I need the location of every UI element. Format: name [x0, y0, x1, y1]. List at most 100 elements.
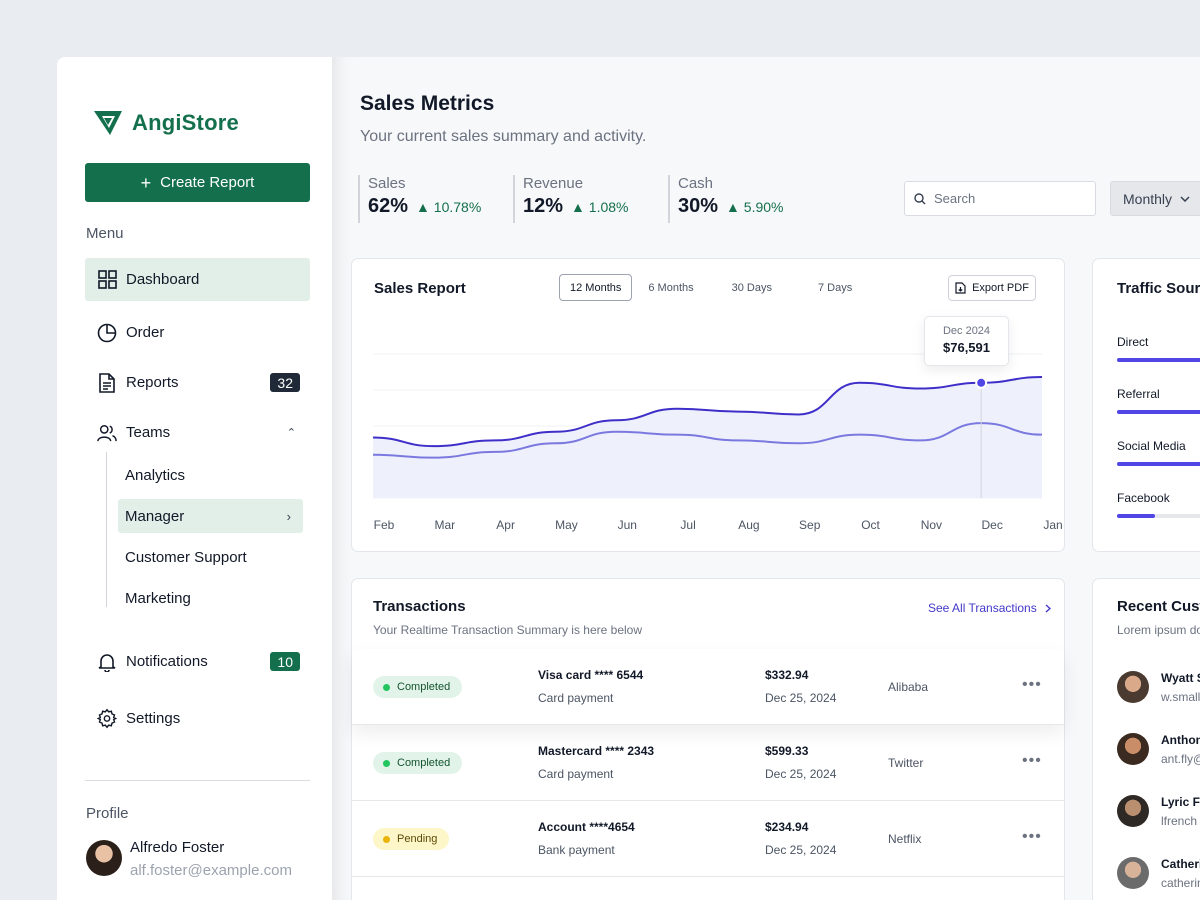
payment-type: Card payment — [538, 767, 614, 781]
sidebar: AngiStore + Create Report Menu Dashboard… — [57, 57, 332, 900]
customer-email: lfrench — [1161, 814, 1198, 828]
gear-icon — [97, 708, 117, 729]
profile-email: alf.foster@example.com — [130, 862, 292, 879]
submenu-guide-line — [106, 452, 107, 607]
payment-method: Account ****4654 — [538, 820, 635, 834]
teams-sub-item-analytics[interactable]: Analytics — [125, 466, 186, 484]
sales-line-chart: Feb Mar Apr May Jun Jul Aug Sep Oct Nov Dec Jan — [372, 353, 1063, 532]
list-item[interactable]: Lyric Fr lfrench — [1117, 791, 1200, 831]
merchant: Twitter — [888, 756, 924, 770]
date: Dec 25, 2024 — [765, 691, 837, 705]
search-icon — [914, 192, 926, 204]
metric-value: 62% — [368, 195, 409, 217]
payment-method: Visa card **** 6544 — [538, 668, 644, 682]
amount: $332.94 — [765, 668, 809, 682]
see-all-transactions-link[interactable]: See All Transactions — [928, 601, 1051, 615]
table-row[interactable]: Pending Account ****4654 Bank payment $2… — [352, 801, 1064, 877]
sidebar-item-label: Settings — [126, 710, 181, 727]
sidebar-item-notifications[interactable]: Notifications 10 — [85, 640, 310, 683]
x-tick-label: Jul — [680, 518, 695, 532]
export-pdf-button[interactable]: Export PDF — [948, 275, 1036, 301]
list-item[interactable]: Catherine catherin — [1117, 853, 1200, 893]
metric-value: 12% — [523, 195, 564, 217]
x-tick-label: Mar — [434, 518, 455, 532]
traffic-label: Direct — [1117, 335, 1149, 349]
metric-sales: Sales 62% ▲ 10.78% — [358, 175, 481, 223]
x-tick-label: Jan — [1043, 518, 1062, 532]
chart-tooltip: Dec 2024 $76,591 — [924, 316, 1009, 366]
teams-sub-item-customer-support[interactable]: Customer Support — [125, 548, 247, 566]
metric-cash: Cash 30% ▲ 5.90% — [668, 175, 783, 223]
tab-12-months[interactable]: 12 Months — [559, 274, 633, 301]
sidebar-item-settings[interactable]: Settings — [85, 697, 310, 740]
profile-name: Alfredo Foster — [130, 839, 225, 856]
metric-change: ▲ 5.90% — [726, 199, 784, 215]
teams-sub-item-marketing[interactable]: Marketing — [125, 589, 191, 607]
period-tabs: 12 Months 6 Months 30 Days 7 Days — [559, 274, 868, 301]
page-subtitle: Your current sales summary and activity. — [360, 128, 647, 145]
date: Dec 25, 2024 — [765, 843, 837, 857]
chevron-up-icon[interactable]: ⌃ — [286, 427, 296, 439]
arrow-up-icon: ▲ — [416, 199, 430, 215]
sidebar-item-reports[interactable]: Reports 32 — [85, 361, 310, 404]
sidebar-item-order[interactable]: Order — [85, 311, 310, 354]
create-report-button[interactable]: + Create Report — [85, 163, 310, 202]
transactions-card: Transactions Your Realtime Transaction S… — [351, 578, 1065, 900]
tooltip-value: $76,591 — [943, 340, 990, 355]
logo-icon — [94, 111, 122, 135]
traffic-label: Referral — [1117, 387, 1160, 401]
avatar — [1117, 795, 1149, 827]
amount: $599.33 — [765, 744, 809, 758]
avatar — [1117, 671, 1149, 703]
menu-heading: Menu — [86, 225, 124, 242]
x-tick-label: Sep — [799, 518, 821, 532]
traffic-track — [1117, 514, 1200, 518]
status-badge: Completed — [373, 752, 463, 774]
series-line-primary — [372, 376, 1043, 448]
search-input[interactable] — [934, 191, 1084, 206]
metric-label: Revenue — [523, 175, 584, 192]
table-row[interactable]: Completed Visa card **** 6544 Card payme… — [352, 649, 1064, 725]
customer-email: w.small — [1161, 690, 1200, 704]
x-tick-label: Feb — [374, 518, 395, 532]
arrow-up-icon: ▲ — [726, 199, 740, 215]
traffic-source-title: Traffic Source — [1117, 280, 1200, 297]
sales-report-title: Sales Report — [374, 280, 466, 297]
list-item[interactable]: Wyatt S w.small — [1117, 667, 1200, 707]
teams-sub-item-manager[interactable]: Manager › — [118, 499, 303, 533]
sidebar-divider — [85, 780, 310, 781]
recent-customers-title: Recent Customers — [1117, 598, 1200, 615]
see-all-label: See All Transactions — [928, 601, 1037, 615]
tab-30-days[interactable]: 30 Days — [731, 281, 772, 294]
more-options-icon[interactable]: ••• — [1022, 828, 1042, 845]
x-tick-label: Jun — [618, 518, 637, 532]
payment-method: Mastercard **** 2343 — [538, 744, 655, 758]
metric-label: Sales — [368, 175, 406, 192]
transactions-subtitle: Your Realtime Transaction Summary is her… — [373, 623, 643, 637]
sidebar-item-dashboard[interactable]: Dashboard — [85, 258, 310, 301]
chevron-right-icon: › — [286, 508, 291, 524]
page-title: Sales Metrics — [360, 92, 495, 115]
avatar[interactable] — [86, 840, 122, 876]
payment-type: Bank payment — [538, 843, 615, 857]
avatar — [1117, 733, 1149, 765]
tab-6-months[interactable]: 6 Months — [648, 281, 694, 294]
traffic-bar-referral — [1117, 410, 1200, 414]
transactions-title: Transactions — [373, 598, 466, 615]
x-tick-label: Apr — [496, 518, 515, 532]
metric-change: ▲ 10.78% — [416, 199, 482, 215]
more-options-icon[interactable]: ••• — [1022, 676, 1042, 693]
brand-logo[interactable]: AngiStore — [93, 109, 239, 137]
search-box[interactable] — [904, 181, 1096, 216]
period-select[interactable]: Monthly — [1110, 181, 1200, 216]
more-options-icon[interactable]: ••• — [1022, 752, 1042, 769]
users-icon — [97, 423, 117, 443]
customer-name: Wyatt S — [1161, 671, 1200, 685]
table-row[interactable]: Completed Mastercard **** 2343 Card paym… — [352, 725, 1064, 801]
list-item[interactable]: Anthony ant.fly@ — [1117, 729, 1200, 769]
customer-email: ant.fly@ — [1161, 752, 1200, 766]
sidebar-item-label: Order — [126, 324, 165, 341]
tab-7-days[interactable]: 7 Days — [817, 281, 853, 294]
sidebar-item-teams[interactable]: Teams ⌃ — [85, 411, 310, 454]
status-badge: Pending — [373, 828, 450, 850]
